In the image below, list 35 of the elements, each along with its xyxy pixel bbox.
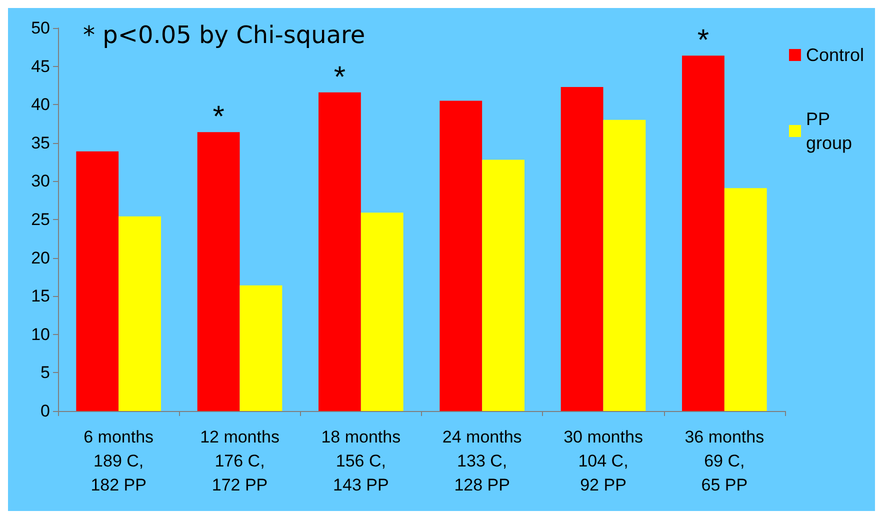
bar <box>724 188 767 411</box>
y-tick-label: 20 <box>31 248 50 268</box>
y-tick-label: 35 <box>31 133 50 152</box>
x-tick-label: 12 months 176 C, 172 PP <box>200 428 280 494</box>
x-tick-label: 18 months 156 C, 143 PP <box>321 428 401 494</box>
x-tick-label: 6 months 189 C, 182 PP <box>84 428 154 494</box>
y-tick-label: 15 <box>31 286 50 306</box>
bar <box>560 86 604 411</box>
y-tick-label: 40 <box>31 95 50 114</box>
legend-label: Control <box>806 45 864 65</box>
x-tick-label: 30 months 104 C, 92 PP <box>564 428 643 494</box>
bar <box>682 56 724 411</box>
y-tick-label: 0 <box>40 402 50 420</box>
y-tick-label: 50 <box>31 18 50 38</box>
legend-label: PP group <box>806 109 852 153</box>
y-tick-label: 25 <box>31 210 50 229</box>
bar <box>240 285 282 411</box>
bar <box>118 216 161 411</box>
bar <box>440 100 482 411</box>
bar <box>76 151 119 411</box>
annotation: * <box>697 24 710 58</box>
y-tick-label: 5 <box>40 363 50 382</box>
y-tick-label: 30 <box>31 172 50 191</box>
bar <box>197 132 240 411</box>
bar <box>318 92 361 411</box>
annotation: * <box>334 60 346 94</box>
bar <box>482 160 524 411</box>
x-tick-label: 24 months 133 C, 128 PP <box>442 428 522 494</box>
bar <box>603 120 646 411</box>
y-tick-label: 10 <box>31 324 50 344</box>
annotation: * <box>212 100 225 134</box>
annotation: * p<0.05 by Chi-square <box>83 21 366 49</box>
x-tick-label: 36 months 69 C, 65 PP <box>684 428 764 494</box>
y-tick-label: 45 <box>31 56 50 76</box>
bar <box>360 212 404 411</box>
